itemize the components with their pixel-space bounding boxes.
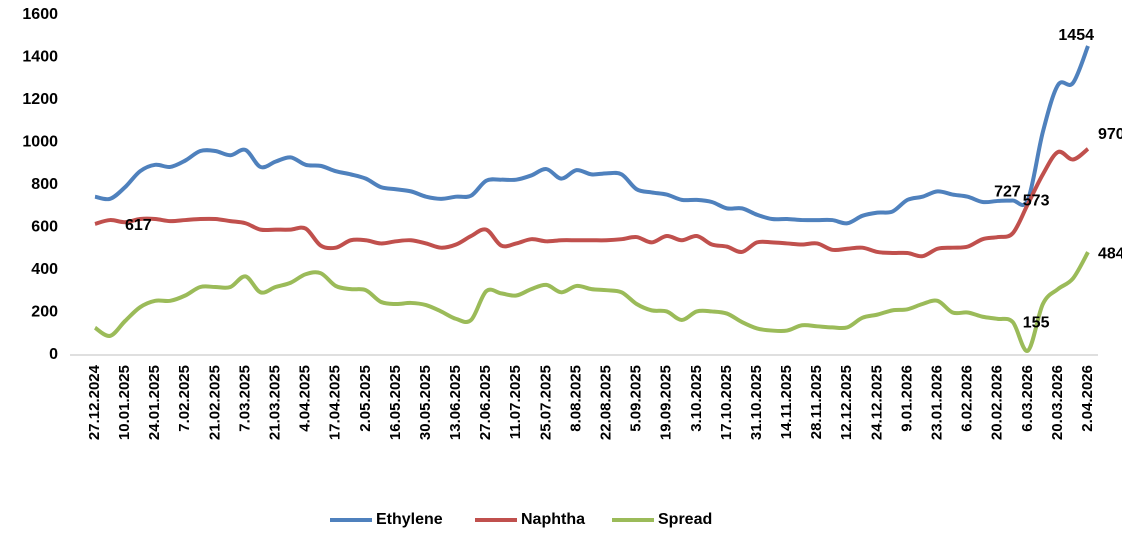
data-label: 727 bbox=[994, 184, 1021, 201]
x-tick-label: 25.07.2025 bbox=[537, 365, 554, 440]
x-tick-label: 7.02.2025 bbox=[176, 365, 193, 432]
y-tick-label: 0 bbox=[49, 346, 58, 363]
y-tick-label: 400 bbox=[31, 261, 58, 278]
line-series bbox=[94, 45, 1090, 226]
y-tick-label: 800 bbox=[31, 176, 58, 193]
x-tick-label: 14.11.2025 bbox=[778, 365, 795, 439]
legend-label: Spread bbox=[658, 511, 712, 528]
line-series bbox=[93, 251, 1090, 353]
data-label: 1454 bbox=[1058, 27, 1094, 44]
x-tick-label: 9.01.2026 bbox=[898, 365, 915, 432]
x-tick-label: 20.02.2026 bbox=[989, 365, 1006, 440]
x-tick-label: 23.01.2026 bbox=[929, 365, 946, 440]
legend-label: Ethylene bbox=[376, 511, 443, 528]
x-tick-label: 6.03.2026 bbox=[1019, 365, 1036, 432]
x-tick-label: 7.03.2025 bbox=[236, 365, 253, 432]
x-tick-label: 21.03.2025 bbox=[267, 365, 284, 440]
line-series bbox=[94, 147, 1090, 259]
y-tick-label: 200 bbox=[31, 304, 58, 321]
x-tick-label: 12.12.2025 bbox=[838, 365, 855, 440]
legend-label: Naphtha bbox=[521, 511, 585, 528]
data-label: 970 bbox=[1098, 126, 1122, 143]
x-tick-label: 3.10.2025 bbox=[688, 365, 705, 432]
x-tick-label: 10.01.2025 bbox=[116, 365, 133, 440]
x-tick-label: 17.10.2025 bbox=[718, 365, 735, 440]
x-tick-label: 20.03.2026 bbox=[1049, 365, 1066, 440]
x-tick-label: 21.02.2025 bbox=[206, 365, 223, 440]
x-tick-label: 28.11.2025 bbox=[808, 365, 825, 439]
x-tick-label: 31.10.2025 bbox=[748, 365, 765, 440]
data-label: 573 bbox=[1023, 192, 1050, 209]
x-tick-label: 24.01.2025 bbox=[146, 365, 163, 440]
y-tick-label: 1400 bbox=[22, 49, 58, 66]
x-tick-label: 6.02.2026 bbox=[959, 365, 976, 432]
y-tick-label: 1600 bbox=[22, 6, 58, 23]
data-label: 155 bbox=[1023, 314, 1050, 331]
x-tick-label: 27.12.2024 bbox=[86, 364, 103, 440]
x-tick-label: 2.04.2026 bbox=[1079, 365, 1096, 432]
data-label: 617 bbox=[125, 217, 152, 234]
x-tick-label: 5.09.2025 bbox=[628, 365, 645, 432]
x-tick-label: 8.08.2025 bbox=[567, 365, 584, 432]
x-tick-label: 19.09.2025 bbox=[658, 365, 675, 440]
y-tick-label: 1200 bbox=[22, 91, 58, 108]
data-label: 484 bbox=[1098, 245, 1122, 262]
x-tick-label: 22.08.2025 bbox=[598, 365, 615, 440]
y-tick-label: 600 bbox=[31, 219, 58, 236]
x-tick-label: 11.07.2025 bbox=[507, 365, 524, 439]
x-tick-label: 13.06.2025 bbox=[447, 365, 464, 440]
x-tick-label: 2.05.2025 bbox=[357, 365, 374, 432]
x-tick-label: 4.04.2025 bbox=[297, 365, 314, 432]
x-tick-label: 24.12.2025 bbox=[868, 365, 885, 440]
x-tick-label: 17.04.2025 bbox=[327, 365, 344, 440]
y-tick-label: 1000 bbox=[22, 134, 58, 151]
x-tick-label: 27.06.2025 bbox=[477, 365, 494, 440]
x-tick-label: 30.05.2025 bbox=[417, 365, 434, 440]
x-tick-label: 16.05.2025 bbox=[387, 365, 404, 440]
